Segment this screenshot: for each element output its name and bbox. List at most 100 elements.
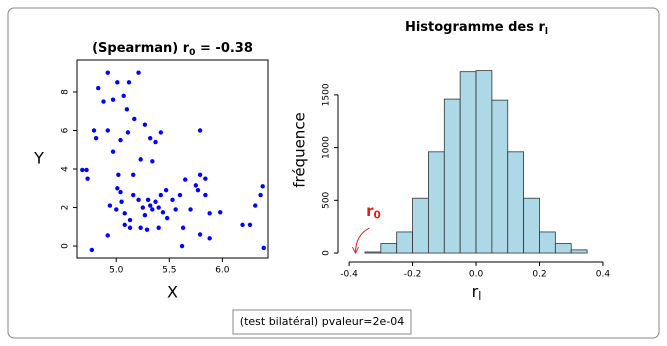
footer-box bbox=[232, 309, 412, 335]
point bbox=[170, 197, 175, 203]
point bbox=[118, 189, 123, 195]
point bbox=[127, 217, 133, 223]
point bbox=[122, 222, 127, 228]
point bbox=[253, 203, 258, 208]
y-axis-label: Y bbox=[33, 149, 44, 168]
annotation: r0 bbox=[366, 202, 381, 222]
arrow-head bbox=[352, 246, 359, 255]
annotation-part: r bbox=[366, 202, 374, 220]
point bbox=[118, 137, 123, 143]
point bbox=[132, 116, 137, 122]
point bbox=[126, 80, 132, 85]
bar bbox=[412, 197, 429, 254]
x-tick-label: 5.5 bbox=[162, 266, 176, 276]
y-tick-label: 1500 bbox=[322, 83, 332, 106]
y-tick-label: 4 bbox=[61, 166, 71, 172]
y-tick-label: 0 bbox=[322, 250, 332, 256]
y-tick-label: 2 bbox=[61, 205, 71, 211]
point bbox=[121, 93, 126, 99]
y-tick-label: 1000 bbox=[322, 136, 332, 159]
point bbox=[148, 203, 153, 208]
point bbox=[158, 192, 164, 198]
point bbox=[179, 243, 185, 249]
chart-title: (Spearman) r0 = -0.38 bbox=[92, 41, 253, 58]
x-tick-label: 5.0 bbox=[109, 266, 124, 276]
chart-title-part: l bbox=[545, 26, 548, 36]
point bbox=[207, 236, 212, 241]
point bbox=[150, 159, 155, 164]
point bbox=[127, 225, 133, 230]
x-tick-label: 0.4 bbox=[596, 270, 611, 280]
point bbox=[105, 233, 110, 238]
bar bbox=[554, 243, 572, 254]
point bbox=[150, 207, 155, 212]
point bbox=[122, 211, 127, 216]
point bbox=[207, 211, 212, 216]
point bbox=[218, 210, 223, 215]
point bbox=[156, 225, 161, 230]
point bbox=[247, 222, 253, 228]
point bbox=[93, 135, 99, 141]
annotation-arrow bbox=[354, 227, 370, 254]
point bbox=[197, 232, 203, 237]
point bbox=[144, 227, 150, 232]
annotation-part: 0 bbox=[373, 210, 380, 222]
point bbox=[140, 205, 145, 210]
point bbox=[105, 128, 110, 133]
x-tick-label: 0.0 bbox=[469, 270, 484, 280]
point bbox=[119, 199, 124, 204]
bar bbox=[443, 98, 461, 254]
chart-title-part: Histogramme des r bbox=[405, 20, 546, 35]
point bbox=[105, 70, 110, 75]
bar bbox=[523, 197, 540, 254]
point bbox=[96, 85, 101, 91]
point bbox=[80, 167, 85, 173]
bar bbox=[539, 231, 556, 254]
chart-title-part: 0 bbox=[189, 47, 195, 57]
point bbox=[203, 192, 208, 198]
y-tick-label: 500 bbox=[322, 191, 332, 208]
point bbox=[195, 188, 201, 193]
x-axis-label: rl bbox=[472, 282, 482, 303]
point bbox=[91, 128, 97, 133]
point bbox=[164, 215, 170, 221]
point bbox=[261, 245, 266, 251]
point bbox=[177, 192, 183, 198]
point bbox=[158, 130, 164, 135]
bar bbox=[428, 151, 445, 254]
point bbox=[116, 172, 121, 177]
point bbox=[115, 80, 120, 85]
point bbox=[148, 135, 153, 141]
point bbox=[193, 183, 199, 188]
point bbox=[115, 186, 120, 191]
point bbox=[136, 70, 141, 75]
point bbox=[163, 188, 169, 193]
point bbox=[180, 225, 186, 230]
x-tick-label: 0.2 bbox=[532, 270, 546, 280]
chart-title-part: = -0.38 bbox=[195, 41, 252, 56]
point bbox=[145, 197, 151, 203]
point bbox=[156, 205, 161, 210]
y-axis-label: fréquence bbox=[291, 112, 309, 188]
point bbox=[260, 184, 265, 189]
point bbox=[124, 107, 130, 112]
point bbox=[110, 97, 116, 102]
chart-title: Histogramme des rl bbox=[405, 20, 548, 37]
frame bbox=[7, 7, 660, 339]
point bbox=[110, 149, 116, 154]
point bbox=[136, 197, 141, 203]
chart-title-part: (Spearman) r bbox=[92, 41, 190, 56]
bar bbox=[459, 71, 477, 254]
y-tick-label: 0 bbox=[61, 243, 71, 249]
point bbox=[153, 139, 158, 145]
point bbox=[138, 225, 143, 230]
point bbox=[240, 222, 245, 228]
point bbox=[107, 203, 113, 208]
point bbox=[131, 172, 136, 177]
point bbox=[84, 167, 89, 173]
point bbox=[142, 122, 148, 127]
footer: (test bilatéral) pvaleur=2e-04 bbox=[240, 315, 404, 328]
point bbox=[183, 177, 188, 182]
point bbox=[188, 207, 193, 212]
